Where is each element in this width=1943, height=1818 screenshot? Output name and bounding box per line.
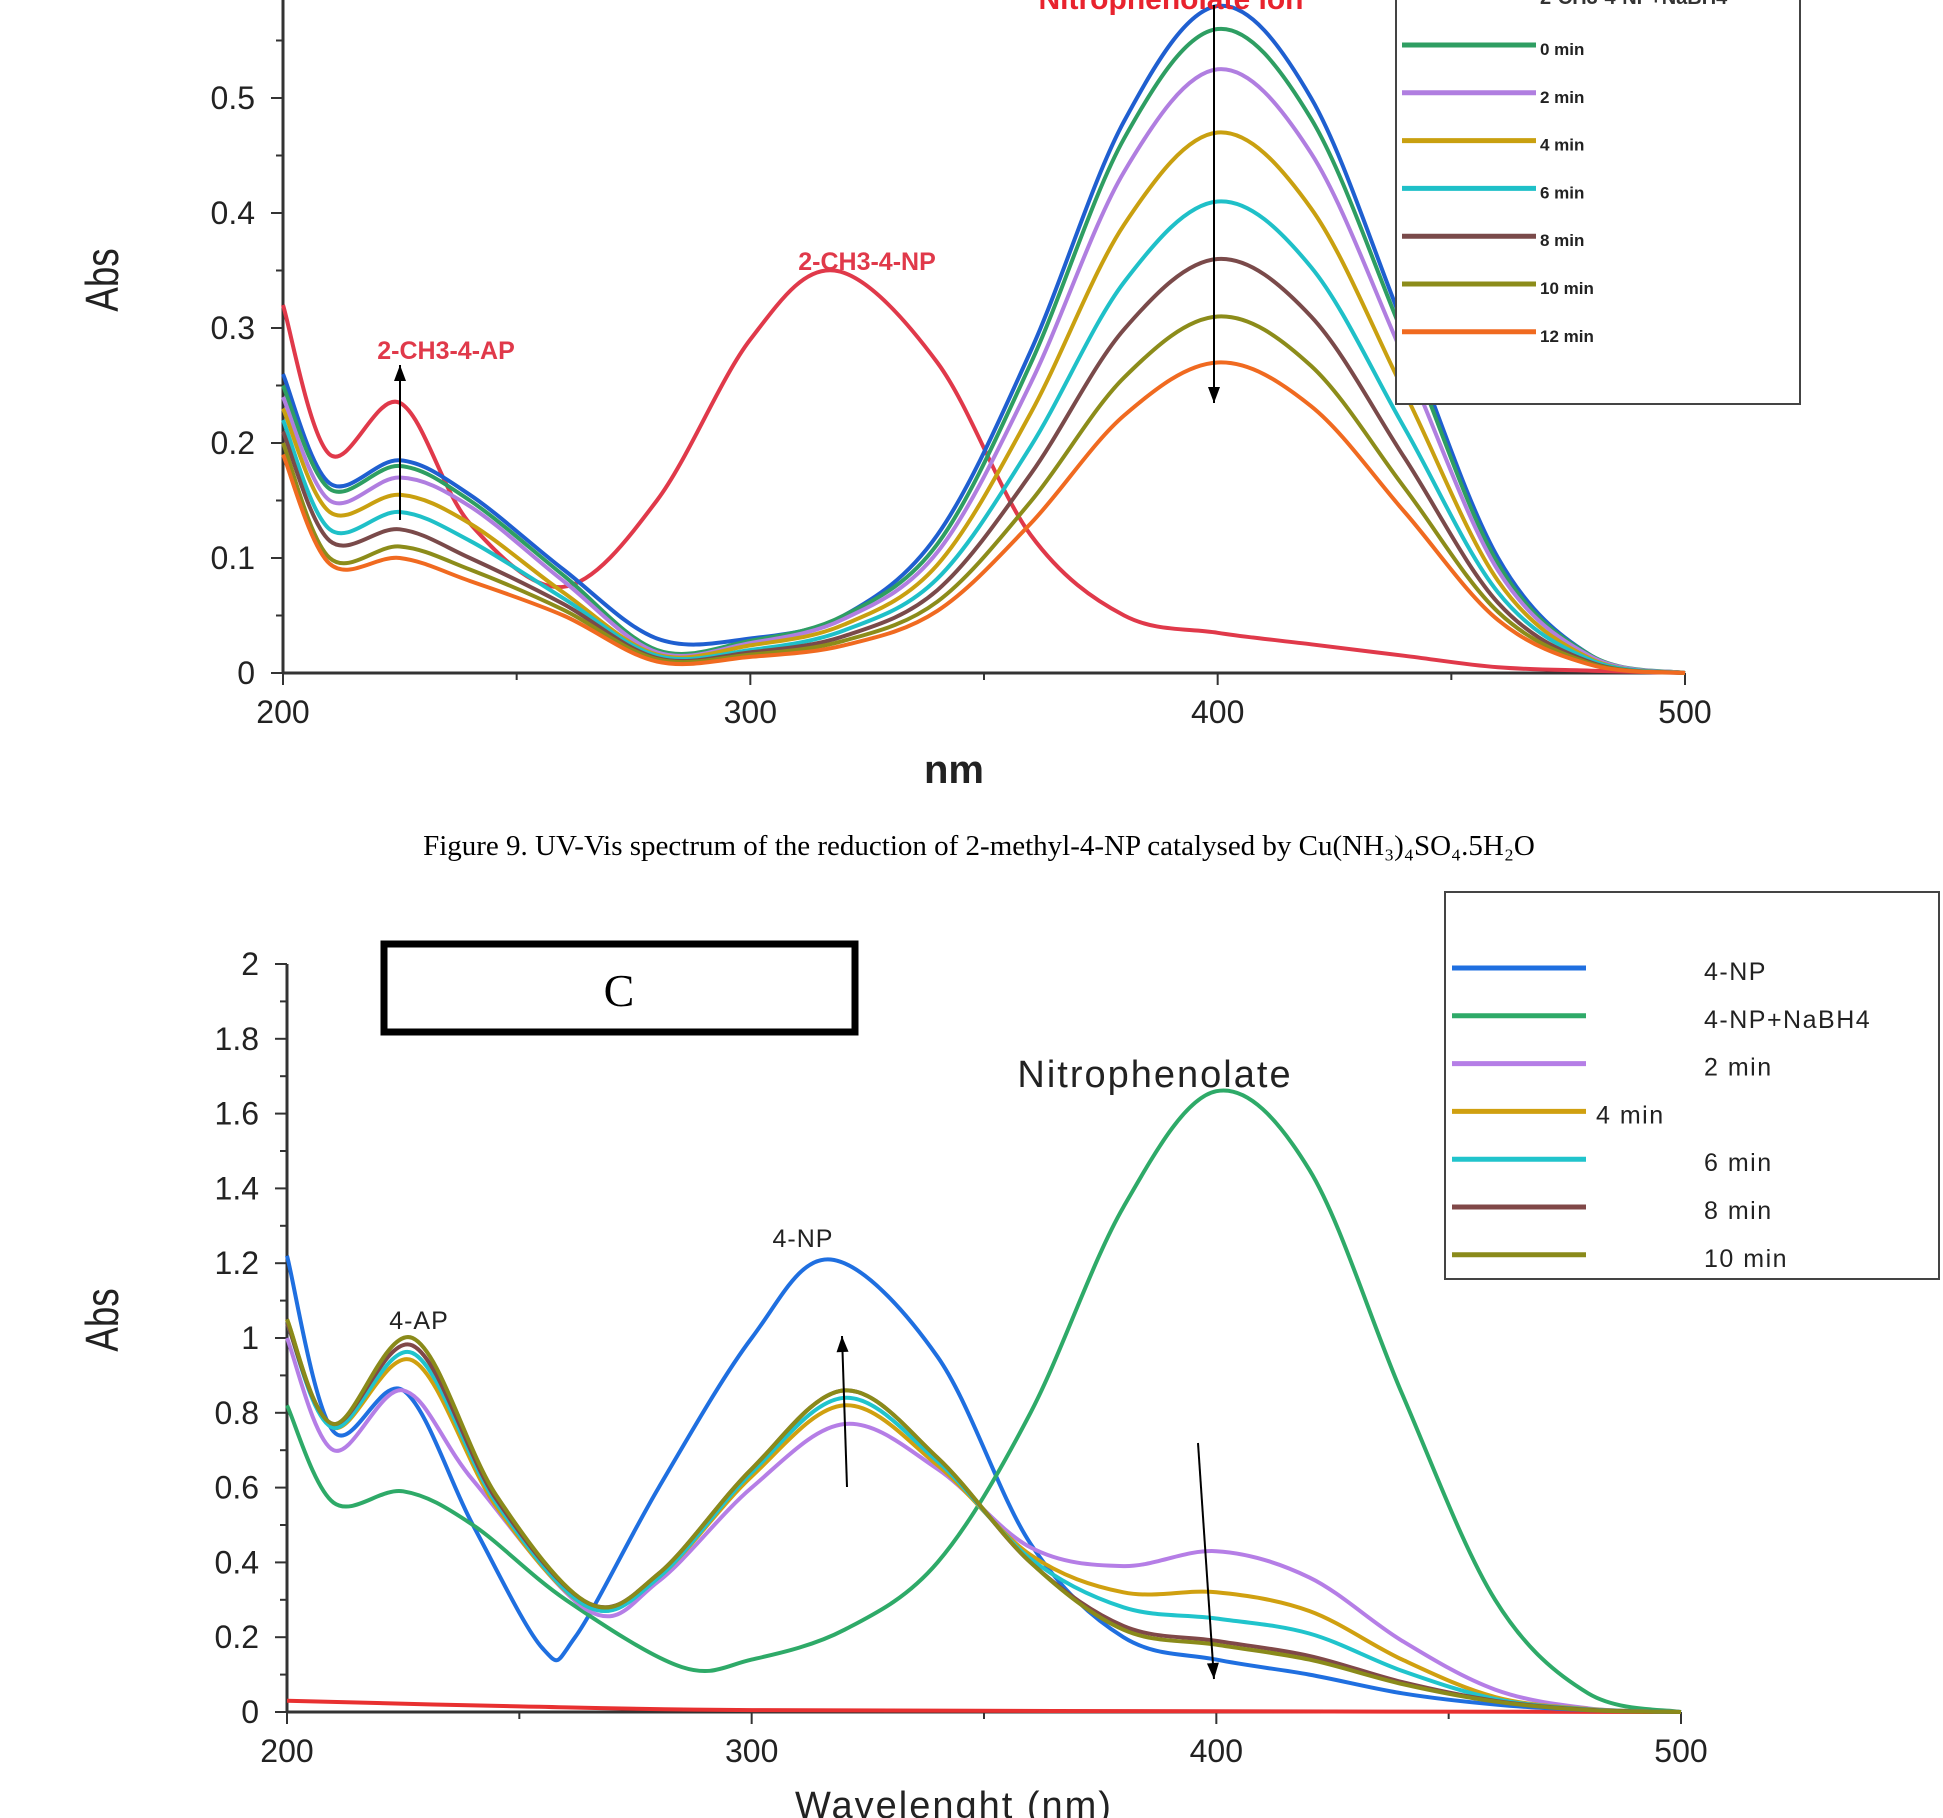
y-tick-label: 0: [237, 655, 255, 691]
y-tick-label: 0.2: [211, 425, 255, 461]
legend-label: 6 min: [1540, 183, 1584, 202]
series-line-8-min: [281, 256, 1686, 675]
series-line-12-min: [281, 360, 1686, 675]
y-tick-label: 1.6: [215, 1096, 259, 1132]
x-tick-label: 500: [1654, 1733, 1707, 1769]
series-line-10-min: [285, 1318, 1682, 1714]
x-tick-label: 500: [1658, 694, 1711, 730]
chart-bottom-4-np: 200 300 400 500 0 0.2 0.4 0.6 0.8 1 1.2 1.4 1.6 1.8 2 A…: [76, 891, 1940, 1818]
legend: 0 min 2 min 4 min 6 min 8 min 10 min 12 min 2-C…: [1395, 0, 1801, 405]
series-line-2-min: [285, 1337, 1682, 1714]
arrow-up-icon-head: [394, 365, 406, 381]
y-tick-label: 0.2: [215, 1619, 259, 1655]
series-line-10-min: [281, 314, 1686, 675]
legend-label: 6 min: [1704, 1149, 1773, 1177]
legend: 4-NP 4-NP+NaBH4 2 min 4 min 6 min 8 min 10 min: [1444, 891, 1940, 1280]
annotation-4-ap: 4-AP: [389, 1307, 449, 1335]
chart-top-2-methyl-4-np: 200 300 400 500 0 0.1 0.2 0.3 0.4 0.5 Abs nm 0 min 2 …: [76, 0, 1801, 792]
legend-label: 10 min: [1540, 279, 1594, 298]
arrow-down-icon-head: [1206, 1662, 1219, 1679]
annotation-2-ch3-4-np: 2-CH3-4-NP: [798, 248, 936, 276]
legend-label: 2 min: [1540, 88, 1584, 107]
panel-label-box: [380, 940, 859, 1036]
legend-label: 8 min: [1540, 231, 1584, 250]
series-line-4-min: [285, 1318, 1682, 1714]
x-tick-label: 400: [1191, 694, 1244, 730]
x-tick-label: 200: [260, 1733, 313, 1769]
y-tick-label: 1.2: [215, 1245, 259, 1281]
y-tick-label: 0.1: [211, 540, 255, 576]
y-tick-label: 0.3: [211, 310, 255, 346]
figure-caption: Figure 9. UV-Vis spectrum of the reducti…: [423, 830, 1535, 862]
y-axis-label: Abs: [76, 248, 128, 311]
x-tick-label: 300: [724, 694, 777, 730]
series-line-0-min: [281, 26, 1686, 675]
y-tick-label: 1.8: [215, 1021, 259, 1057]
series-line-4-np: [285, 1255, 1682, 1714]
annotation-nitrophenolate-ion: Nitrophenolate ion: [1039, 0, 1304, 16]
x-axis-label: nm: [924, 748, 984, 792]
y-tick-label: 1.4: [215, 1170, 259, 1206]
annotation-4-np: 4-NP: [773, 1225, 834, 1253]
series-line-4-min: [281, 130, 1686, 675]
legend-label: 10 min: [1704, 1245, 1788, 1273]
y-tick-label: 0.8: [215, 1395, 259, 1431]
annotation-2-ch3-4-ap: 2-CH3-4-AP: [377, 337, 515, 365]
y-tick-label: 0.6: [215, 1470, 259, 1506]
y-tick-label: 0.5: [211, 80, 255, 116]
legend-box: [1444, 891, 1940, 1280]
legend-label: 4 min: [1596, 1101, 1665, 1129]
legend-label: 8 min: [1704, 1197, 1773, 1225]
y-tick-label: 0: [241, 1694, 259, 1730]
series-line-unlabeled-0: [281, 268, 1686, 675]
series-line-8-min: [285, 1322, 1682, 1714]
panel-label: C: [604, 965, 635, 1016]
y-tick-label: 0.4: [215, 1544, 259, 1580]
legend-title: 2-CH3-4-NP+NaBH4: [1540, 0, 1728, 9]
legend-label: 4 min: [1540, 136, 1584, 155]
y-axis-label: Abs: [76, 1288, 128, 1351]
series-line-6-min: [285, 1322, 1682, 1714]
legend-label: 12 min: [1540, 327, 1594, 346]
x-axis-label: Wavelenght (nm): [795, 1785, 1113, 1818]
arrow-down-icon-head: [1208, 387, 1220, 403]
x-tick-label: 400: [1190, 1733, 1243, 1769]
arrow-up-icon-head: [836, 1336, 849, 1353]
x-tick-label: 200: [256, 694, 309, 730]
x-tick-label: 300: [725, 1733, 778, 1769]
series-line-unlabeled-0: [286, 1698, 1682, 1714]
series-line-2-min: [281, 67, 1686, 675]
legend-label: 2 min: [1704, 1054, 1773, 1082]
y-tick-label: 1: [241, 1320, 259, 1356]
arrow-up-icon: [841, 1335, 848, 1488]
legend-label: 0 min: [1540, 40, 1584, 59]
y-tick-label: 0.4: [211, 195, 255, 231]
series-line-4-np-nabh4: [285, 1088, 1682, 1714]
legend-label: 4-NP+NaBH4: [1704, 1006, 1871, 1034]
series-line-6-min: [281, 199, 1686, 675]
legend-label: 4-NP: [1704, 958, 1767, 986]
annotation-nitrophenolate: Nitrophenolate: [1017, 1054, 1292, 1096]
y-tick-label: 2: [241, 946, 259, 982]
arrow-down-icon: [1197, 1442, 1215, 1680]
legend-box: [1395, 0, 1801, 405]
